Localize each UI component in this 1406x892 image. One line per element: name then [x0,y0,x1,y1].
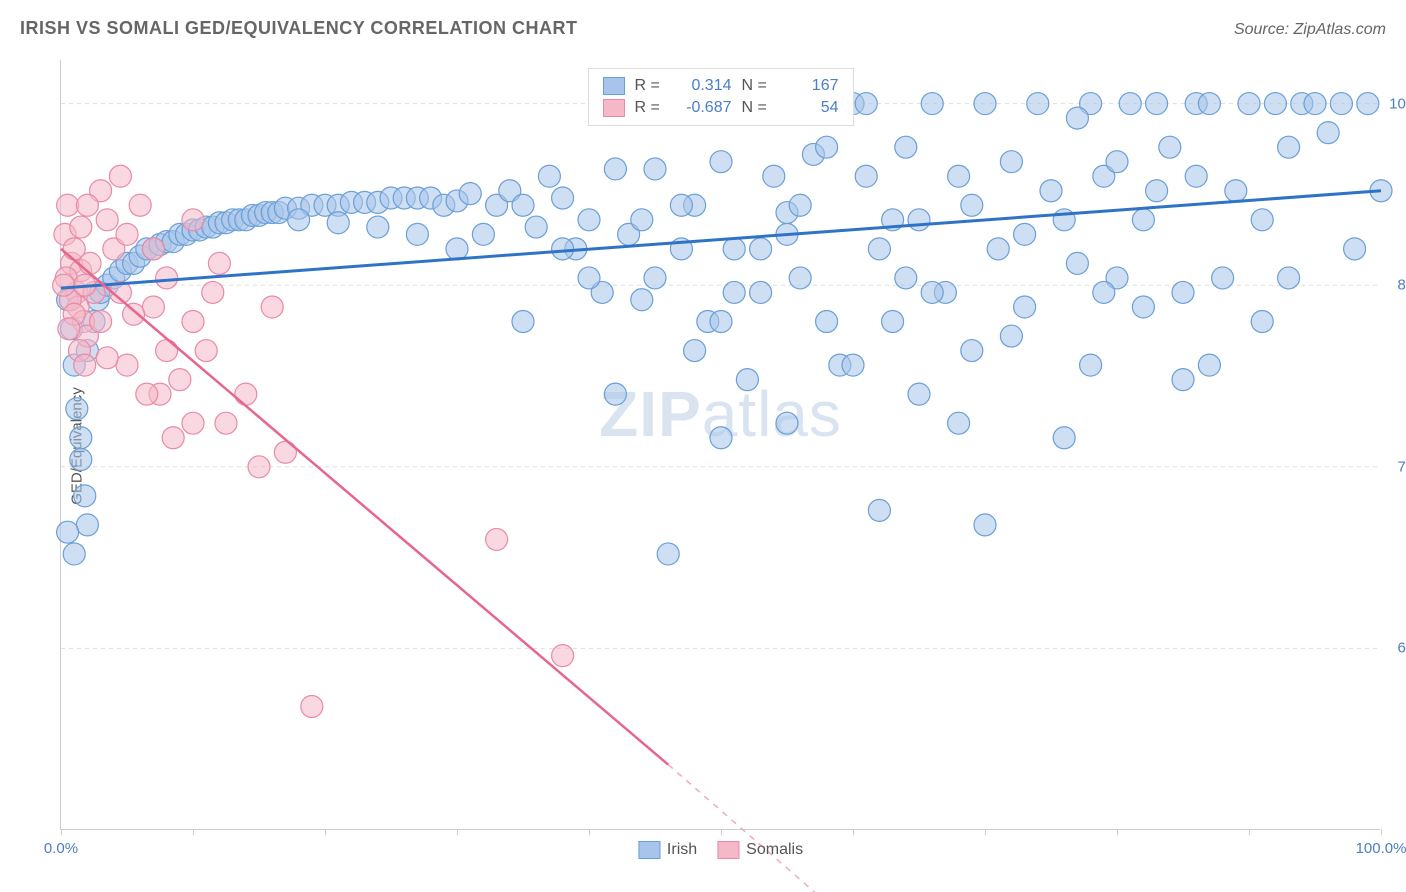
y-tick-label: 75.0% [1385,458,1406,475]
stats-row: R = 0.314 N = 167 [603,75,839,97]
legend-item: Somalis [717,841,803,859]
stat-r-label: R = [635,99,667,117]
swatch-icon [717,841,739,859]
y-tick-label: 100.0% [1385,95,1406,112]
legend-label: Somalis [746,841,803,859]
stat-n-label: N = [742,99,774,117]
y-tick-label: 62.5% [1385,640,1406,657]
chart-header: IRISH VS SOMALI GED/EQUIVALENCY CORRELAT… [20,18,1386,39]
stats-legend: R = 0.314 N = 167 R = -0.687 N = 54 [588,68,854,126]
chart-plot-area: ZIPatlas R = 0.314 N = 167 R = -0.687 N … [60,60,1380,830]
chart-title: IRISH VS SOMALI GED/EQUIVALENCY CORRELAT… [20,18,578,39]
legend-label: Irish [667,841,697,859]
swatch-icon [638,841,660,859]
stat-r-value: -0.687 [677,99,732,117]
swatch-icon [603,99,625,117]
stat-r-label: R = [635,77,667,95]
x-tick-label: 0.0% [44,840,78,857]
stat-n-label: N = [742,77,774,95]
stat-n-value: 54 [784,99,839,117]
stat-r-value: 0.314 [677,77,732,95]
x-tick-label: 100.0% [1356,840,1406,857]
y-tick-label: 87.5% [1385,277,1406,294]
legend-item: Irish [638,841,697,859]
stats-row: R = -0.687 N = 54 [603,97,839,119]
stat-n-value: 167 [784,77,839,95]
swatch-icon [603,77,625,95]
bottom-legend: Irish Somalis [638,841,803,859]
chart-source: Source: ZipAtlas.com [1234,21,1386,39]
scatter-svg [61,60,1380,829]
